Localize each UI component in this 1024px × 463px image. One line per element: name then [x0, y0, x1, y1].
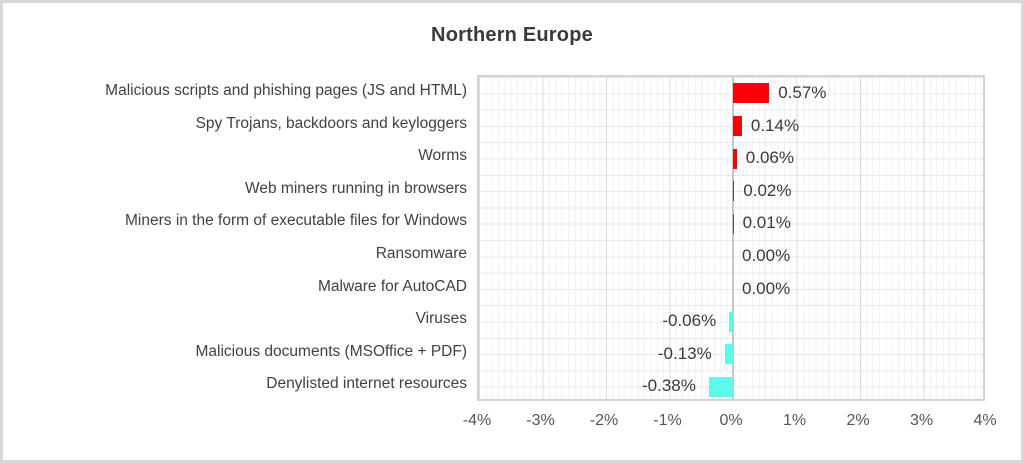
value-label: 0.00%: [742, 278, 791, 298]
x-axis-tick-label: -3%: [526, 412, 555, 429]
value-label: 0.57%: [778, 83, 827, 102]
category-label: Web miners running in browsers: [245, 179, 467, 197]
value-label: 0.14%: [750, 115, 800, 135]
x-axis-tick-label: 0%: [719, 412, 743, 429]
category-label: Malware for AutoCAD: [317, 277, 467, 295]
bar-positive: [733, 83, 770, 104]
category-label: Malicious documents (MSOffice + PDF): [195, 342, 467, 360]
bar-positive: [733, 213, 734, 234]
zero-axis-line: [732, 77, 734, 399]
bar-positive: [733, 181, 735, 202]
value-label: 0.02%: [743, 180, 792, 200]
x-axis-tick-label: 3%: [909, 412, 934, 429]
chart-title: Northern Europe: [431, 24, 593, 46]
value-label: -0.06%: [662, 311, 717, 331]
value-label: -0.38%: [642, 376, 696, 396]
bar-positive: [733, 148, 737, 169]
value-label: 0.00%: [742, 246, 791, 265]
category-label: Spy Trojans, backdoors and keyloggers: [195, 114, 467, 132]
x-axis-tick-label: 2%: [846, 412, 870, 429]
category-label: Malicious scripts and phishing pages (JS…: [105, 82, 467, 99]
bar-negative: [729, 311, 733, 332]
bar-negative: [724, 344, 733, 365]
category-label: Miners in the form of executable files f…: [125, 212, 467, 230]
category-label: Denylisted internet resources: [266, 375, 467, 393]
category-label: Ransomware: [375, 245, 467, 262]
value-label: 0.01%: [742, 213, 791, 233]
x-axis-tick-label: -2%: [589, 412, 619, 429]
x-axis-tick-label: -1%: [653, 412, 682, 429]
category-label: Viruses: [415, 310, 467, 328]
bar-positive: [733, 115, 742, 136]
category-label: Worms: [418, 147, 467, 165]
value-label: 0.06%: [745, 148, 794, 168]
x-axis-tick-label: 1%: [782, 412, 807, 429]
bar-negative: [708, 376, 733, 397]
value-label: -0.13%: [657, 343, 712, 363]
x-axis-tick-label: 4%: [973, 412, 997, 429]
plot-area: 0.57% 0.14% 0.06% 0.02% 0.01% 0.00% 0.00% -0.06…: [477, 75, 985, 401]
x-axis-tick-label: -4%: [462, 412, 492, 429]
